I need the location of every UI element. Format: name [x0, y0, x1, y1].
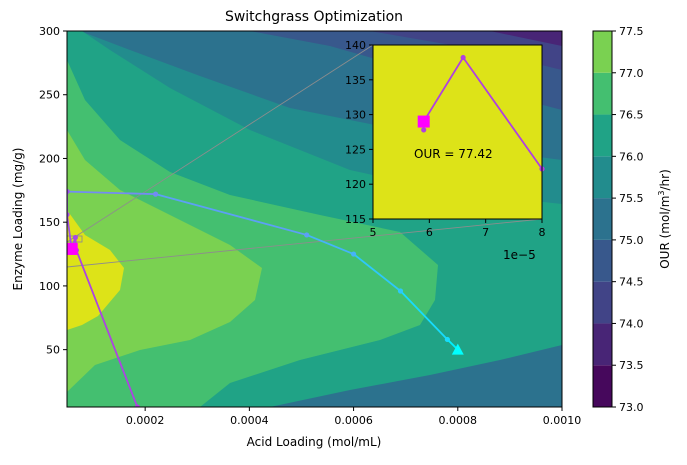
x-axis-label: Acid Loading (mol/mL) [247, 435, 382, 449]
inset-path-segment [462, 57, 543, 170]
x-tick-label: 0.0004 [230, 414, 269, 427]
colorbar-band [593, 198, 612, 240]
y-tick-label: 250 [39, 89, 60, 102]
inset-x-tick-label: 7 [482, 226, 489, 239]
colorbar-label: OUR (mol/m3/hr) [657, 169, 672, 269]
inset-path-point [460, 54, 466, 61]
inset-y-tick-label: 140 [345, 39, 366, 52]
inset-connector-line [66, 44, 374, 243]
path-cyan-segment [399, 290, 449, 341]
y-tick-label: 50 [46, 344, 60, 357]
contour-level-77-0 [67, 130, 262, 392]
path-purple-point [67, 211, 70, 218]
colorbar-tick-label: 73.0 [619, 401, 644, 414]
inset-annotation: OUR = 77.42 [414, 147, 493, 161]
plot-frame [66, 30, 563, 408]
colorbar-tick-label: 74.0 [619, 317, 644, 330]
colorbar-band [593, 281, 612, 324]
y-axis: 50 100 150 200 250 300 [39, 25, 67, 357]
y-tick-label: 100 [39, 280, 60, 293]
inset-path-point [421, 127, 427, 133]
inset-y-tick-label: 125 [345, 143, 366, 156]
path-cyan-point [152, 191, 159, 197]
path-cyan-point [304, 232, 310, 238]
inset-connector-line [66, 218, 543, 268]
y-tick-label: 300 [39, 25, 60, 38]
path-cyan-point [397, 288, 404, 294]
inset-x-tick-label: 5 [370, 226, 377, 239]
start-marker [451, 343, 464, 355]
colorbar-tick-label: 77.0 [619, 67, 644, 80]
path-cyan-segment [155, 193, 307, 236]
chart-title: Switchgrass Optimization [225, 9, 403, 25]
inset-y-tick-label: 130 [345, 109, 366, 122]
path-cyan-point [350, 251, 357, 257]
colorbar-band [593, 31, 612, 73]
inset-x-tick-label: 6 [426, 226, 433, 239]
inset-frame [372, 44, 543, 220]
optimization-paths [67, 188, 464, 407]
colorbar-band [593, 323, 612, 366]
x-axis: 0.0002 0.0004 0.0006 0.0008 0.0010 [126, 407, 581, 427]
inset-x-multiplier: 1e−5 [503, 248, 536, 262]
colorbar-band [593, 365, 612, 407]
colorbar-band [593, 239, 612, 282]
path-cyan-segment [353, 253, 402, 292]
colorbar-tick-label: 77.5 [619, 25, 644, 38]
colorbar-tick-label: 75.0 [619, 234, 644, 247]
inset-y-axis: 115 120 125 130 135 140 [345, 39, 373, 226]
end-marker [67, 242, 78, 255]
path-cyan-segment [67, 190, 156, 196]
y-tick-label: 150 [39, 216, 60, 229]
inset-x-axis: 5 6 7 8 [370, 219, 546, 239]
x-tick-label: 0.0010 [543, 414, 582, 427]
path-purple-point [134, 404, 140, 407]
inset-path [417, 54, 545, 172]
path-purple-point [67, 188, 70, 195]
colorbar: 73.0 73.5 74.0 74.5 75.0 75.5 76.0 76.5 77.0 77.5… [592, 25, 672, 414]
inset-end-marker [417, 115, 430, 128]
contour-level-77-5 [67, 210, 124, 330]
colorbar-band [593, 72, 612, 115]
inset-y-tick-label: 120 [345, 178, 366, 191]
path-purple-segment [75, 249, 139, 407]
colorbar-tick-label: 76.5 [619, 109, 644, 122]
path-cyan-point [444, 336, 450, 343]
y-tick-label: 200 [39, 152, 60, 165]
x-tick-label: 0.0008 [439, 414, 478, 427]
colorbar-tick-label: 73.5 [619, 359, 644, 372]
colorbar-frame [592, 30, 613, 408]
x-tick-label: 0.0002 [126, 414, 165, 427]
inset-background [373, 45, 542, 219]
colorbar-tick-label: 76.0 [619, 150, 644, 163]
colorbar-tick-label: 75.5 [619, 192, 644, 205]
path-purple-point [72, 234, 78, 241]
colorbar-band [593, 114, 612, 157]
colorbar-ticks: 73.0 73.5 74.0 74.5 75.0 75.5 76.0 76.5 77.0 77.5 [612, 25, 644, 414]
y-axis-label: Enzyme Loading (mg/g) [11, 148, 25, 291]
path-cyan-segment [306, 234, 354, 255]
colorbar-band [593, 156, 612, 199]
x-tick-label: 0.0006 [334, 414, 373, 427]
colorbar-bands [593, 31, 612, 407]
inset-x-tick-label: 8 [539, 226, 546, 239]
contour-level-73-5 [490, 31, 562, 46]
inset-path-segment [422, 57, 464, 123]
inset-y-tick-label: 115 [345, 213, 366, 226]
inset-y-tick-label: 135 [345, 74, 366, 87]
contour-level-74-0 [370, 31, 562, 70]
colorbar-tick-label: 74.5 [619, 276, 644, 289]
inset-chart: OUR = 77.42 5 6 7 8 115 120 125 130 135 140 1e−5 [345, 39, 546, 262]
